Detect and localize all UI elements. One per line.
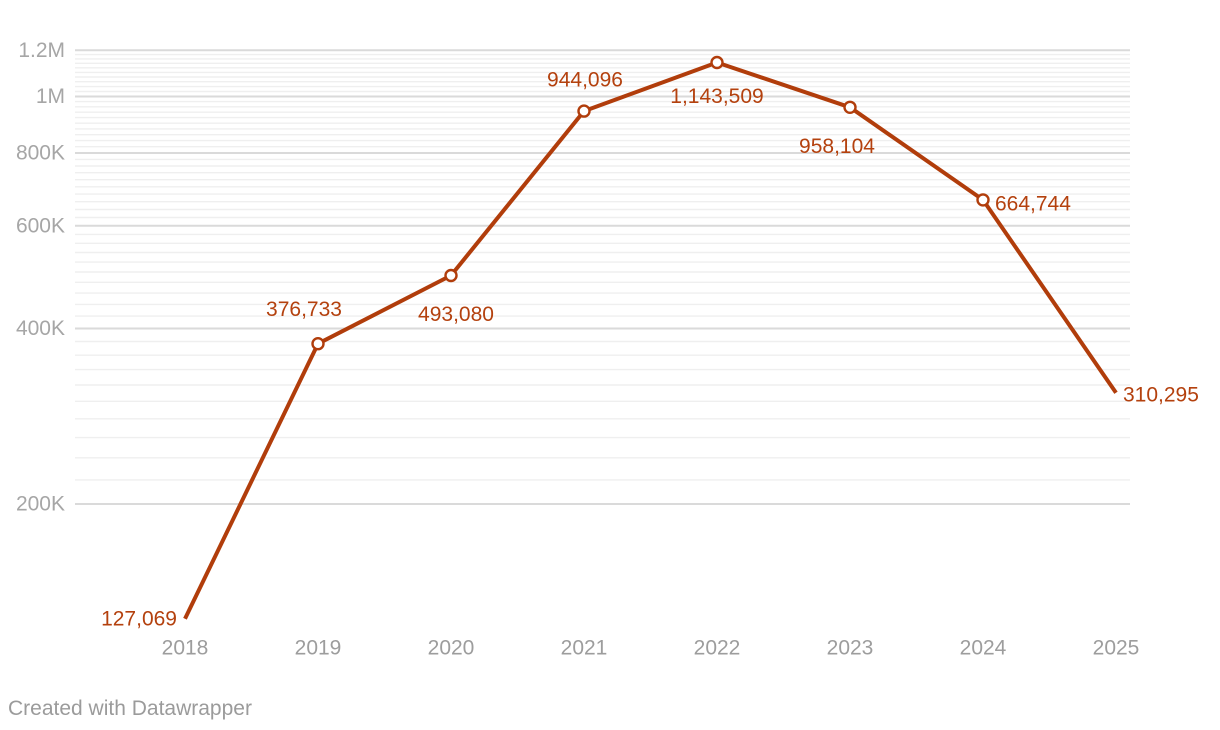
- x-tick-label: 2025: [1093, 637, 1140, 660]
- x-tick-label: 2024: [960, 637, 1007, 660]
- data-point-marker: [444, 268, 458, 283]
- data-point-label: 958,104: [799, 135, 875, 158]
- major-gridlines: [75, 49, 1130, 505]
- data-point-labels: 127,069 376,733 493,080 944,096 1,143,509 958…: [101, 69, 1199, 631]
- data-point-marker: [976, 193, 990, 207]
- data-point-label: 664,744: [995, 192, 1071, 215]
- x-tick-label: 2022: [694, 637, 741, 660]
- data-point-label: 1,143,509: [670, 85, 763, 108]
- x-tick-label: 2021: [561, 637, 608, 660]
- data-point-label: 310,295: [1123, 383, 1199, 406]
- data-point-label: 493,080: [418, 303, 494, 326]
- y-tick-label: 1M: [36, 85, 65, 108]
- x-tick-label: 2020: [428, 637, 475, 660]
- y-tick-label: 1.2M: [18, 39, 65, 62]
- y-tick-label: 600K: [16, 214, 65, 237]
- data-point-label: 944,096: [547, 69, 623, 92]
- x-tick-label: 2023: [827, 637, 874, 660]
- data-point-label: 127,069: [101, 607, 177, 630]
- data-point-marker: [311, 337, 325, 351]
- y-tick-label: 800K: [16, 142, 65, 165]
- data-point-markers: [311, 55, 990, 351]
- x-tick-label: 2019: [295, 637, 342, 660]
- datawrapper-credit: Created with Datawrapper: [8, 697, 252, 720]
- y-tick-label: 200K: [16, 493, 65, 516]
- data-point-marker: [577, 104, 591, 118]
- y-tick-label: 400K: [16, 317, 65, 340]
- x-tick-label: 2018: [162, 637, 209, 660]
- data-point-marker: [710, 55, 724, 70]
- data-point-marker: [843, 100, 857, 115]
- series-line: [183, 60, 1118, 620]
- x-axis-tick-labels: 2018 2019 2020 2021 2022 2023 2024 2025: [162, 637, 1140, 660]
- minor-gridlines: [75, 53, 1130, 481]
- y-axis-tick-labels: 200K 400K 600K 800K 1M 1.2M: [16, 39, 65, 516]
- data-point-label: 376,733: [266, 298, 342, 321]
